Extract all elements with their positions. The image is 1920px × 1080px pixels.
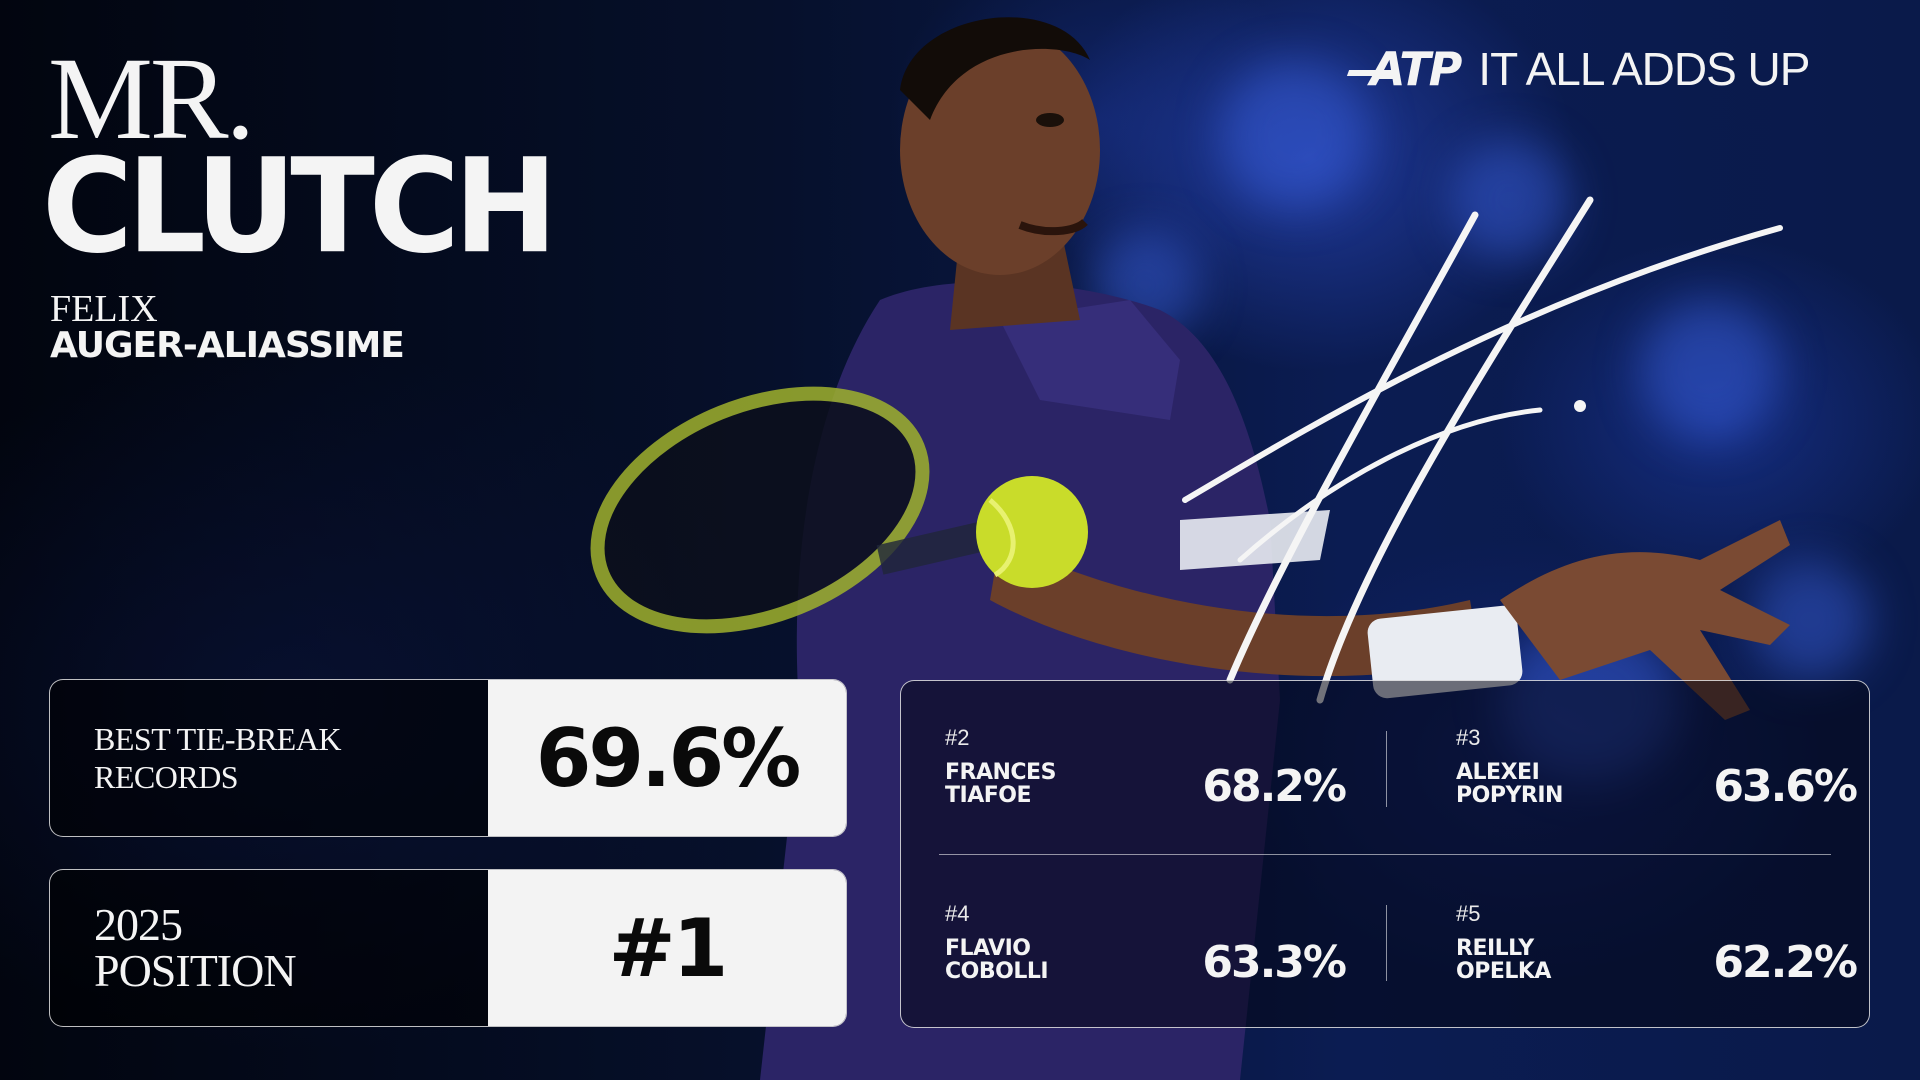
entry-first-name: FRANCES [945,760,1056,785]
entry-percentage: 68.2% [1202,761,1347,812]
tiebreak-value: 69.6% [488,680,846,836]
entry-name: REILLY OPELKA [1456,937,1551,983]
panel-divider-vertical-bottom [1386,905,1387,981]
entry-rank: #4 [945,901,970,926]
entry-percentage: 63.6% [1713,761,1858,812]
panel-divider-horizontal [939,854,1831,855]
tiebreak-label-line2: RECORDS [94,759,239,795]
tiebreak-label-line1: BEST TIE-BREAK [94,721,341,757]
title-line-mr: MR. [48,33,255,164]
entry-name: FRANCES TIAFOE [945,761,1056,807]
ranking-entry: #2 FRANCES TIAFOE 68.2% [945,725,1347,815]
entry-percentage: 63.3% [1202,937,1347,988]
player-last-name: AUGER-ALIASSIME [50,325,405,366]
entry-last-name: TIAFOE [945,783,1031,808]
tiebreak-label: BEST TIE-BREAK RECORDS [50,680,488,836]
player-first-name: FELIX [50,288,158,330]
ranking-entry: #5 REILLY OPELKA 62.2% [1456,901,1858,991]
entry-first-name: REILLY [1456,936,1534,961]
entry-rank: #3 [1456,725,1481,750]
entry-first-name: ALEXEI [1456,760,1540,785]
entry-last-name: COBOLLI [945,959,1049,984]
title-line-clutch: CLUTCH [42,131,558,283]
atp-logo: ATP [1348,42,1462,96]
position-label-line1: 2025 [94,899,183,950]
other-players-panel: #2 FRANCES TIAFOE 68.2% #3 ALEXEI POPYRI… [900,680,1870,1028]
panel-divider-vertical-top [1386,731,1387,807]
tiebreak-record-card: BEST TIE-BREAK RECORDS 69.6% [49,679,847,837]
brand-tagline: IT ALL ADDS UP [1478,43,1810,95]
entry-name: FLAVIO COBOLLI [945,936,1049,984]
entry-rank: #5 [1456,901,1481,926]
position-label-line2: POSITION [94,945,297,996]
entry-name: ALEXEI POPYRIN [1456,761,1563,807]
ranking-entry: #3 ALEXEI POPYRIN 63.6% [1456,725,1858,815]
entry-percentage: 62.2% [1713,937,1858,988]
position-card: 2025 POSITION #1 [49,869,847,1027]
entry-rank: #2 [945,725,970,750]
entry-first-name: FLAVIO [945,936,1031,961]
entry-last-name: POPYRIN [1456,783,1563,808]
entry-last-name: OPELKA [1456,959,1551,984]
brand-header: ATP IT ALL ADDS UP [1348,42,1878,96]
position-label: 2025 POSITION [50,870,488,1026]
ranking-entry: #4 FLAVIO COBOLLI 63.3% [945,901,1347,991]
position-value: #1 [488,870,846,1026]
